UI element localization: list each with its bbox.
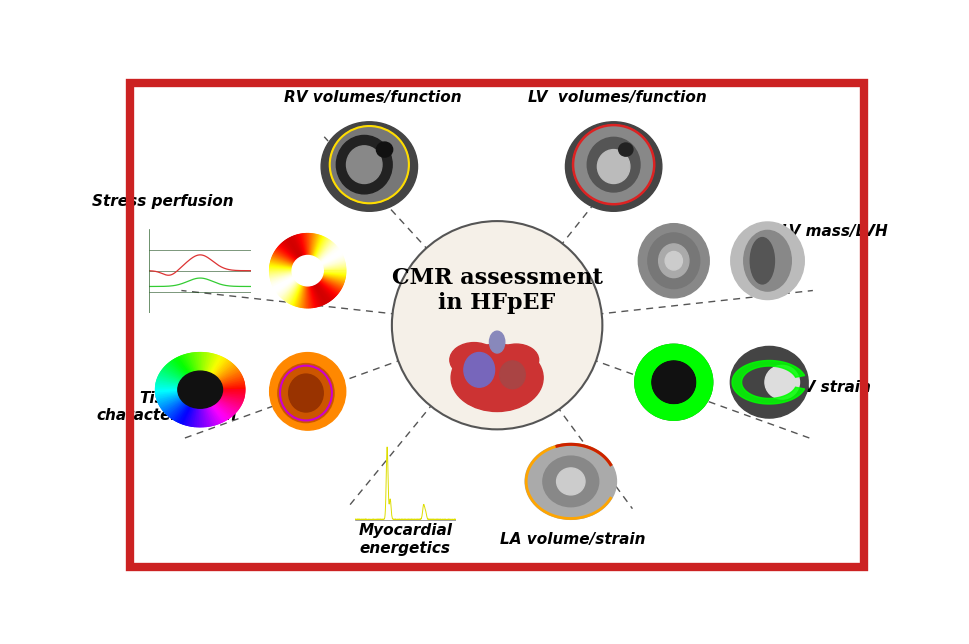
Text: LV  volumes/function: LV volumes/function — [527, 90, 706, 105]
Ellipse shape — [391, 221, 602, 430]
Text: CMR assessment
in HFpEF: CMR assessment in HFpEF — [391, 267, 602, 314]
Text: RV volumes/function: RV volumes/function — [284, 90, 461, 105]
Text: LA volume/strain: LA volume/strain — [499, 532, 644, 547]
Text: Myocardial
energetics: Myocardial energetics — [358, 523, 452, 556]
Text: LV mass/LVH: LV mass/LVH — [780, 223, 887, 238]
Text: Tissue
characterisation: Tissue characterisation — [96, 391, 236, 423]
Text: Stress perfusion: Stress perfusion — [92, 194, 234, 209]
Text: LV strain: LV strain — [796, 380, 870, 395]
